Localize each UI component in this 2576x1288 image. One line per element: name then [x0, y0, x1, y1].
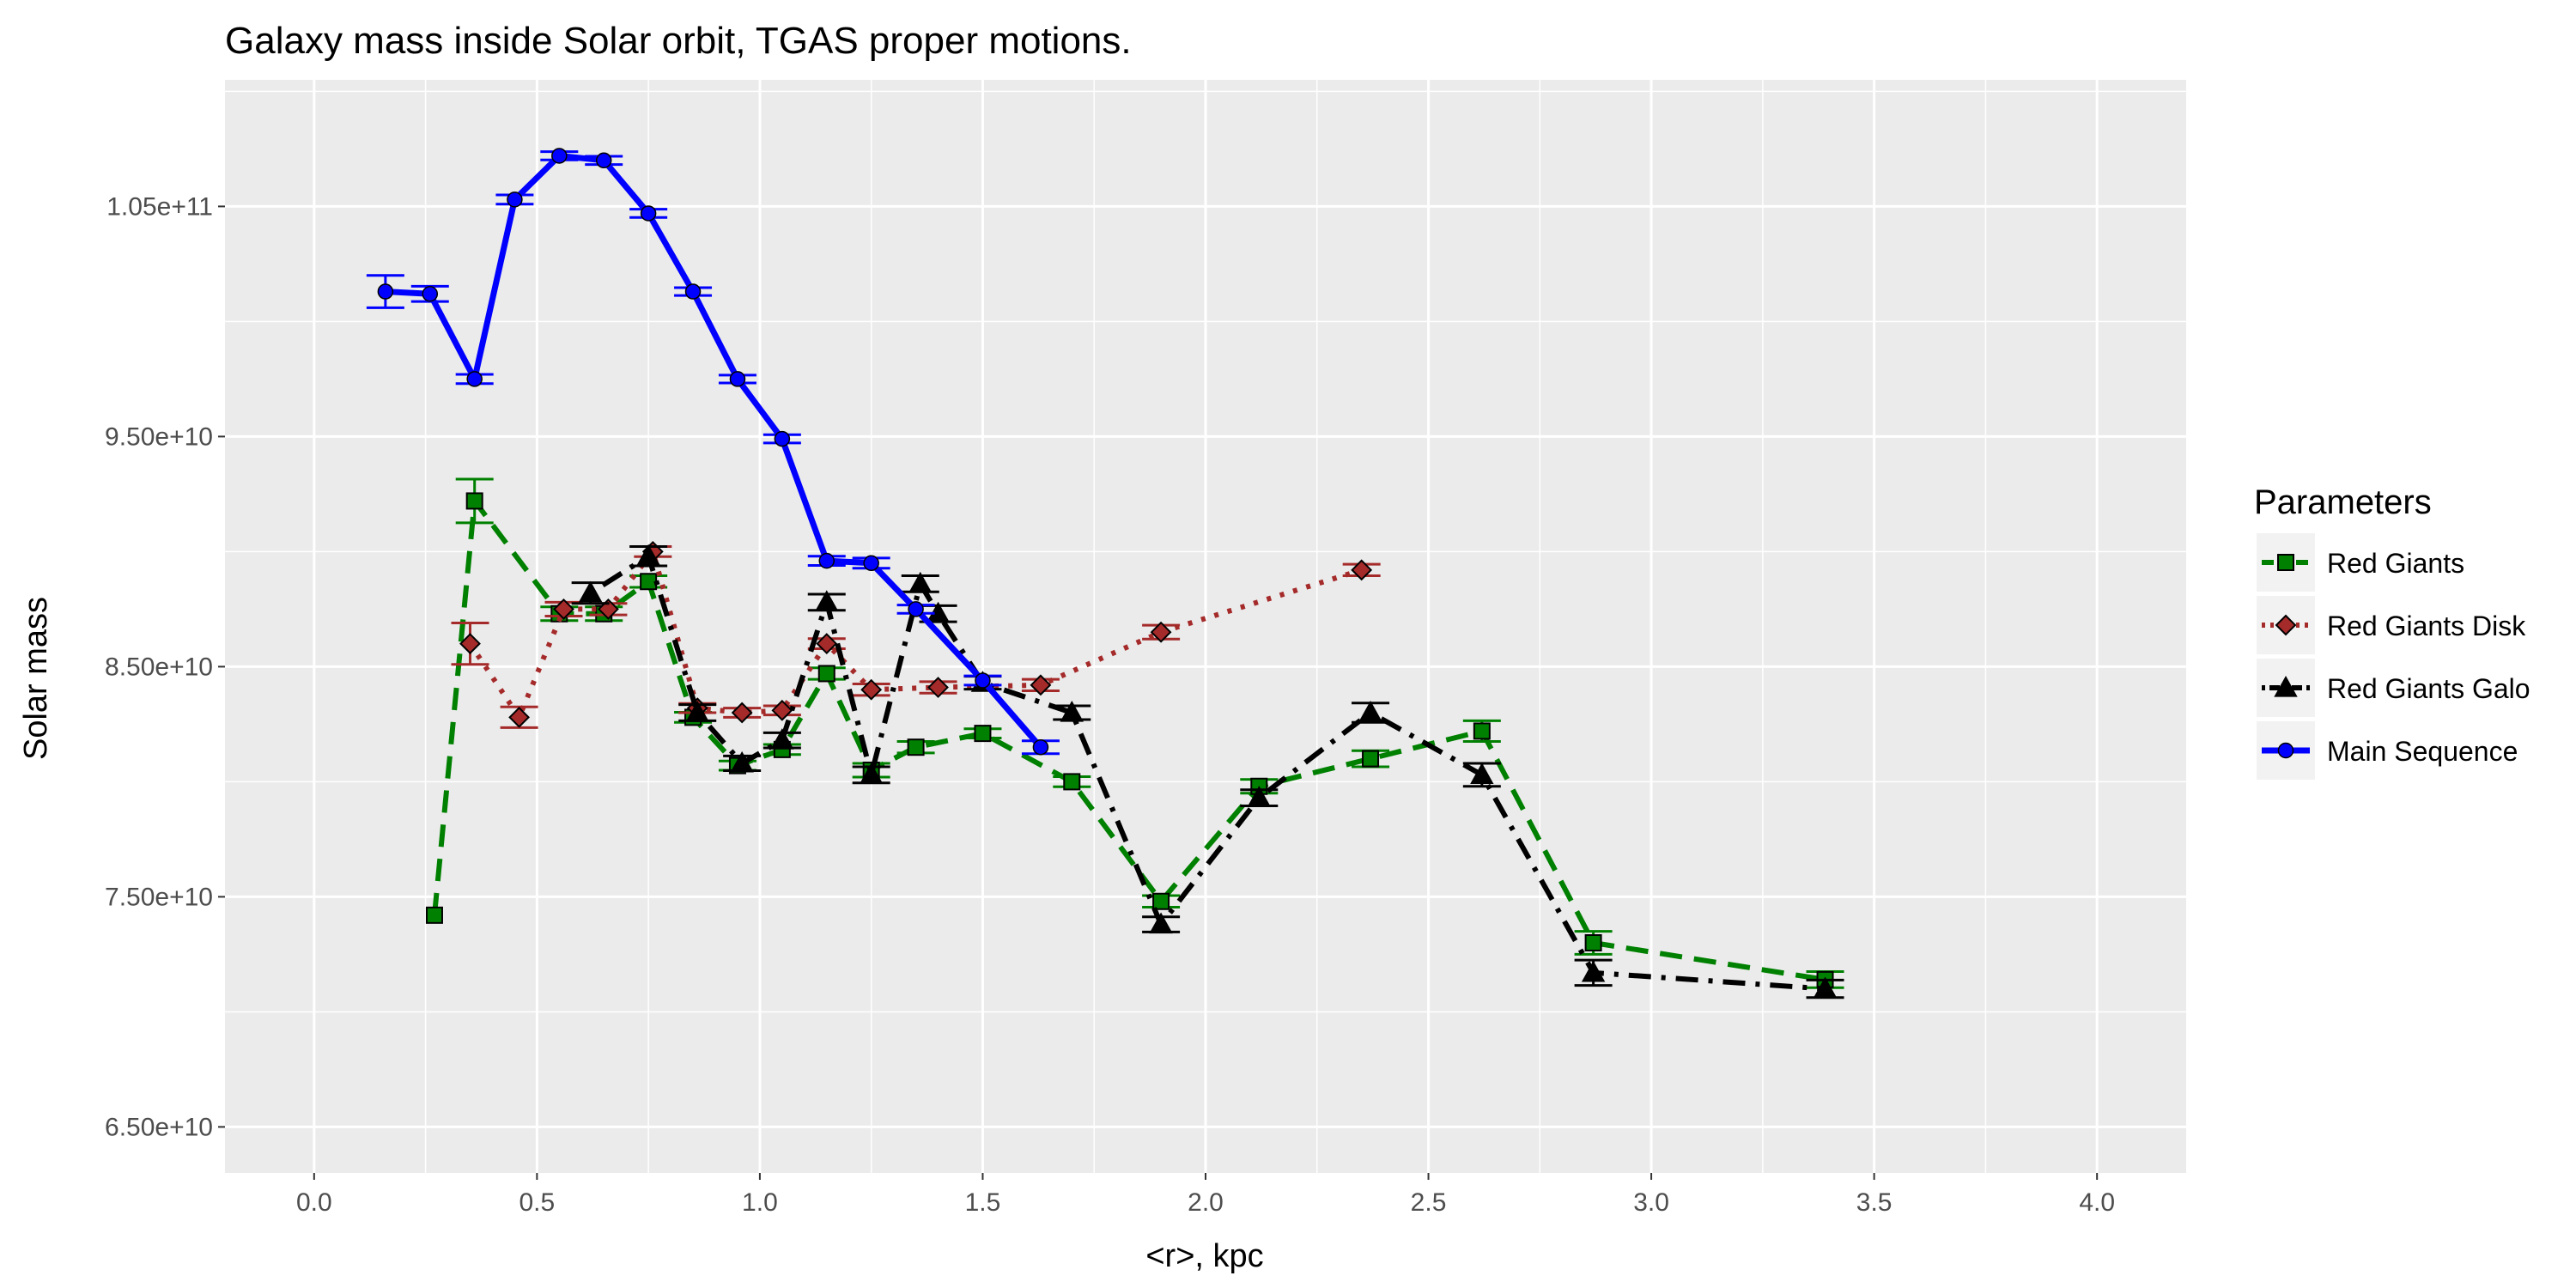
data-point [908, 571, 933, 593]
data-point [422, 285, 439, 302]
plot-panel [225, 80, 2186, 1173]
data-point [817, 665, 835, 683]
y-tick-label: 6.50e+10 [105, 1113, 213, 1141]
data-point [774, 430, 791, 447]
legend-item-red-giants: Red Giants [2257, 533, 2464, 592]
data-point [553, 598, 574, 620]
data-point [907, 738, 925, 756]
data-point [927, 677, 949, 698]
y-tick-label: 8.50e+10 [105, 653, 213, 681]
data-point [595, 152, 612, 169]
legend-item-red-giants-galo: Red Giants Galo [2257, 659, 2530, 717]
data-point [859, 762, 884, 784]
data-point [1152, 892, 1170, 910]
legend-label: Red Giants Disk [2327, 611, 2526, 641]
data-point [578, 580, 603, 603]
data-point [816, 633, 838, 655]
x-tick-label: 1.5 [965, 1188, 1001, 1217]
data-point [770, 728, 794, 750]
legend-label: Red Giants [2327, 548, 2464, 579]
data-point [1584, 934, 1602, 951]
x-axis-label: <r>, kpc [1145, 1238, 1263, 1274]
x-tick-label: 4.0 [2079, 1188, 2115, 1217]
y-tick-label: 9.50e+10 [105, 422, 213, 451]
data-point [640, 205, 657, 222]
x-tick-label: 0.0 [296, 1188, 332, 1217]
legend-title: Parameters [2254, 483, 2432, 521]
series-main-sequence [366, 148, 1060, 756]
legend-label: Main Sequence [2327, 736, 2518, 767]
data-point [863, 555, 879, 572]
chart-title: Galaxy mass inside Solar orbit, TGAS pro… [225, 20, 1132, 62]
legend-key-marker [2277, 554, 2294, 571]
data-point [466, 371, 483, 387]
data-point [771, 699, 793, 721]
data-point [425, 906, 443, 924]
legend-item-main-sequence: Main Sequence [2257, 721, 2518, 780]
data-point [465, 492, 483, 510]
legend-item-red-giants-disk: Red Giants Disk [2257, 596, 2526, 654]
x-tick-label: 2.0 [1188, 1188, 1224, 1217]
series-line [468, 549, 1363, 720]
data-point [860, 678, 883, 701]
data-point [818, 552, 835, 569]
x-tick-label: 2.5 [1411, 1188, 1447, 1217]
data-point [684, 283, 702, 300]
data-point [1581, 960, 1606, 982]
data-point [1030, 674, 1052, 696]
data-point [459, 633, 481, 655]
data-point [908, 601, 924, 617]
data-point [636, 544, 660, 566]
legend-key-marker [2275, 614, 2297, 636]
x-tick-label: 1.0 [742, 1188, 778, 1217]
x-tick-label: 0.5 [519, 1188, 556, 1217]
data-point [729, 371, 746, 387]
legend: Parameters Red Giants Red Giants Disk Red … [2254, 483, 2530, 780]
data-point [1358, 700, 1382, 722]
data-point [507, 191, 523, 208]
data-point [975, 672, 991, 689]
data-point [1149, 912, 1173, 934]
y-axis: 6.50e+10 7.50e+10 8.50e+10 9.50e+10 1.05e+11 [105, 192, 225, 1141]
data-point [1351, 559, 1373, 581]
data-point [551, 148, 568, 164]
y-tick-label: 1.05e+11 [106, 192, 213, 221]
y-axis-label: Solar mass [18, 597, 54, 760]
data-point [1813, 976, 1838, 999]
x-axis: 0.0 0.5 1.0 1.5 2.0 2.5 3.0 3.5 4.0 [296, 1173, 2115, 1217]
legend-key-marker [2274, 675, 2298, 697]
data-point [1247, 786, 1271, 807]
data-point [640, 573, 658, 591]
legend-key-marker [2277, 742, 2294, 759]
data-point [1473, 722, 1491, 740]
data-point [508, 706, 531, 728]
x-tick-label: 3.5 [1856, 1188, 1893, 1217]
data-point [730, 750, 754, 773]
data-point [1032, 738, 1049, 756]
data-point [1060, 700, 1084, 722]
legend-label: Red Giants Galo [2327, 673, 2530, 704]
x-tick-label: 3.0 [1633, 1188, 1669, 1217]
data-point [1362, 750, 1380, 768]
data-point [974, 725, 992, 743]
data-point [731, 702, 753, 724]
data-point [1470, 762, 1494, 784]
data-point [685, 700, 709, 722]
data-point [1063, 773, 1081, 791]
y-tick-label: 7.50e+10 [105, 883, 213, 911]
data-point [377, 283, 394, 300]
data-point [815, 590, 839, 611]
data-point [1150, 621, 1172, 643]
